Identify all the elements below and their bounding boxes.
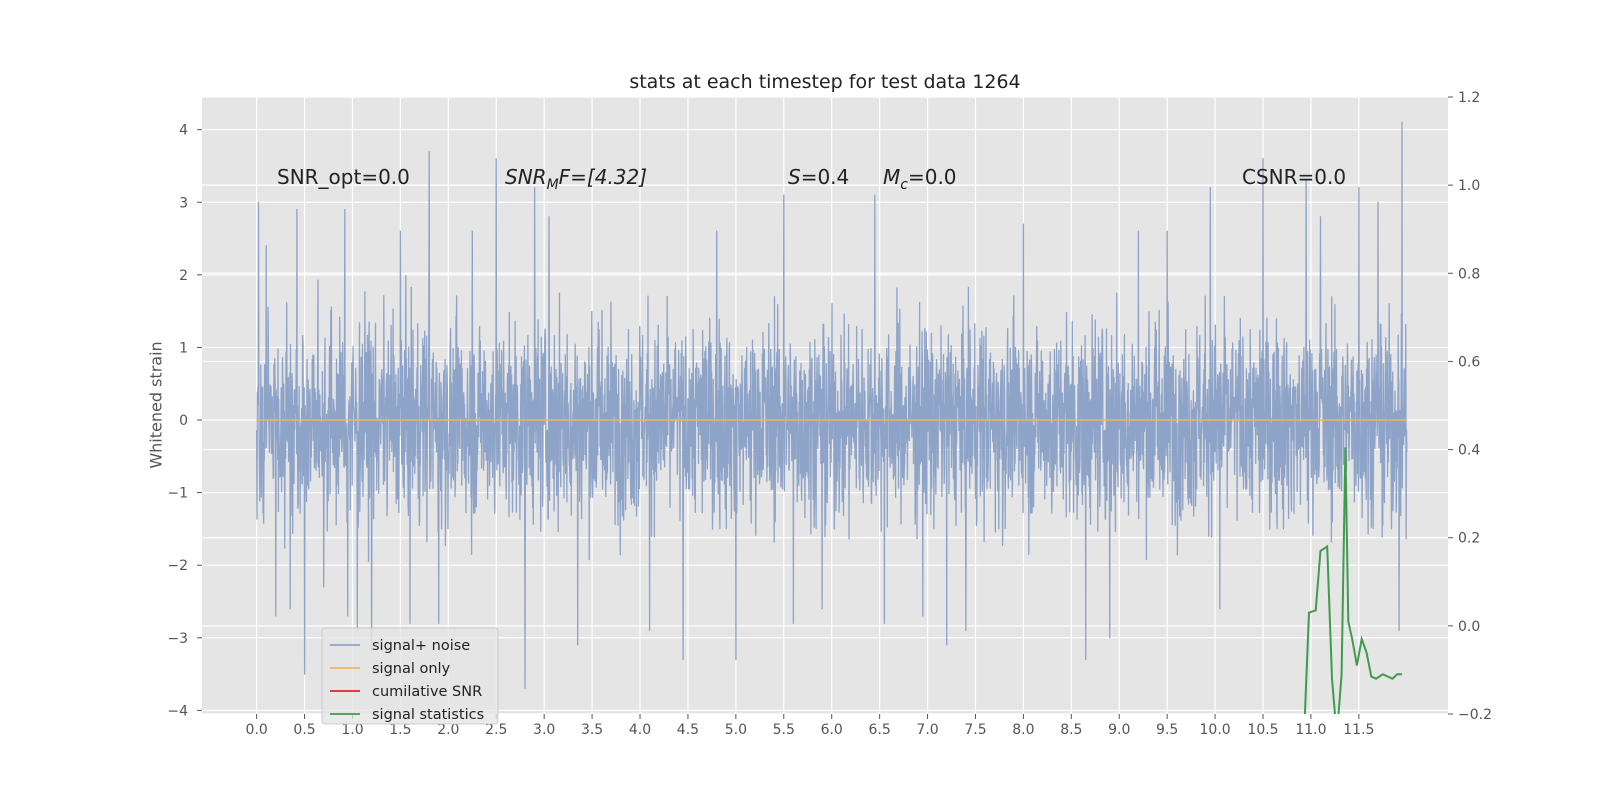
- y-tick-label: −3: [167, 631, 188, 647]
- x-tick-label: 2.0: [437, 722, 459, 738]
- y2-tick-label: 0.8: [1458, 266, 1480, 282]
- x-tick-label: 4.0: [629, 722, 651, 738]
- y2-tick-label: 1.2: [1458, 90, 1480, 106]
- x-tick-label: 3.5: [581, 722, 603, 738]
- annotation-mc-base: M: [883, 165, 900, 189]
- annotation-snr-mf: SNRMF=[4.32]: [505, 165, 647, 193]
- y2-tick-label: 0.4: [1458, 443, 1480, 459]
- annotation-mc-rest: =0.0: [908, 165, 957, 189]
- annotation-s-rest: =0.4: [801, 165, 850, 189]
- annotation-snr-mf-f: F=[4.32]: [559, 165, 647, 189]
- chart-title: stats at each timestep for test data 126…: [629, 71, 1020, 93]
- legend-item-label: signal statistics: [372, 707, 484, 723]
- y2-tick-label: 0.6: [1458, 354, 1480, 370]
- x-tick-label: 6.5: [868, 722, 890, 738]
- y-tick-label: 2: [179, 268, 188, 284]
- y-tick-label: 4: [179, 123, 188, 139]
- annotation-snr-mf-sub: M: [547, 177, 559, 193]
- y2-axis-ticks: 1.2 1.0 0.8 0.6 0.4 0.2 0.0 −0.2: [1448, 90, 1492, 723]
- x-tick-label: 5.0: [725, 722, 747, 738]
- y2-tick-label: 1.0: [1458, 178, 1480, 194]
- y-tick-label: 1: [179, 340, 188, 356]
- annotation-s-base: S: [788, 165, 801, 189]
- x-tick-label: 8.5: [1060, 722, 1082, 738]
- line-signal-statistics: [1303, 447, 1402, 714]
- y-axis-ticks: 4 3 2 1 0 −1 −2 −3 −4: [167, 123, 202, 719]
- y-tick-label: 3: [179, 195, 188, 211]
- x-tick-label: 10.5: [1247, 722, 1278, 738]
- y-axis-label: Whitened strain: [147, 341, 166, 468]
- x-tick-label: 2.5: [485, 722, 507, 738]
- x-tick-label: 10.0: [1200, 722, 1231, 738]
- annotation-snr-mf-base: SNR: [505, 165, 547, 189]
- y-tick-label: 0: [179, 413, 188, 429]
- y-tick-label: −2: [167, 558, 188, 574]
- x-tick-label: 1.5: [389, 722, 411, 738]
- x-tick-label: 0.5: [293, 722, 315, 738]
- x-tick-label: 3.0: [533, 722, 555, 738]
- legend-item-label: signal+ noise: [372, 638, 470, 654]
- x-tick-label: 0.0: [245, 722, 267, 738]
- x-tick-label: 6.0: [821, 722, 843, 738]
- annotation-mc: Mc=0.0: [883, 165, 957, 193]
- x-tick-label: 11.0: [1295, 722, 1326, 738]
- x-tick-label: 1.0: [341, 722, 363, 738]
- y2-tick-label: 0.0: [1458, 619, 1480, 635]
- x-axis-ticks: 0.0 0.5 1.0 1.5 2.0 2.5 3.0 3.5 4.0 4.5 5.0 5.5 6.0 6…: [245, 714, 1374, 738]
- series-signal-statistics: [1303, 447, 1402, 714]
- y2-tick-label: 0.2: [1458, 531, 1480, 547]
- legend-box: [321, 627, 499, 725]
- y-tick-label: −1: [167, 486, 188, 502]
- y2-tick-label: −0.2: [1458, 707, 1492, 723]
- legend: signal+ noise signal only cumilative SNR si…: [321, 627, 499, 725]
- x-tick-label: 8.0: [1012, 722, 1034, 738]
- x-tick-label: 9.5: [1156, 722, 1178, 738]
- legend-item-label: signal only: [372, 661, 451, 677]
- annotation-snr-opt: SNR_opt=0.0: [277, 165, 410, 189]
- x-tick-label: 11.5: [1343, 722, 1374, 738]
- x-tick-label: 7.0: [916, 722, 938, 738]
- line-signal-noise: [255, 121, 1408, 690]
- annotation-mc-sub: c: [900, 177, 908, 193]
- x-tick-label: 5.5: [773, 722, 795, 738]
- x-tick-label: 4.5: [677, 722, 699, 738]
- y-tick-label: −4: [167, 703, 188, 719]
- x-tick-label: 9.0: [1108, 722, 1130, 738]
- series-signal-noise: [255, 121, 1408, 690]
- annotation-csnr: CSNR=0.0: [1242, 165, 1346, 189]
- annotation-s: S=0.4: [788, 165, 849, 189]
- x-tick-label: 7.5: [964, 722, 986, 738]
- legend-item-label: cumilative SNR: [372, 684, 482, 700]
